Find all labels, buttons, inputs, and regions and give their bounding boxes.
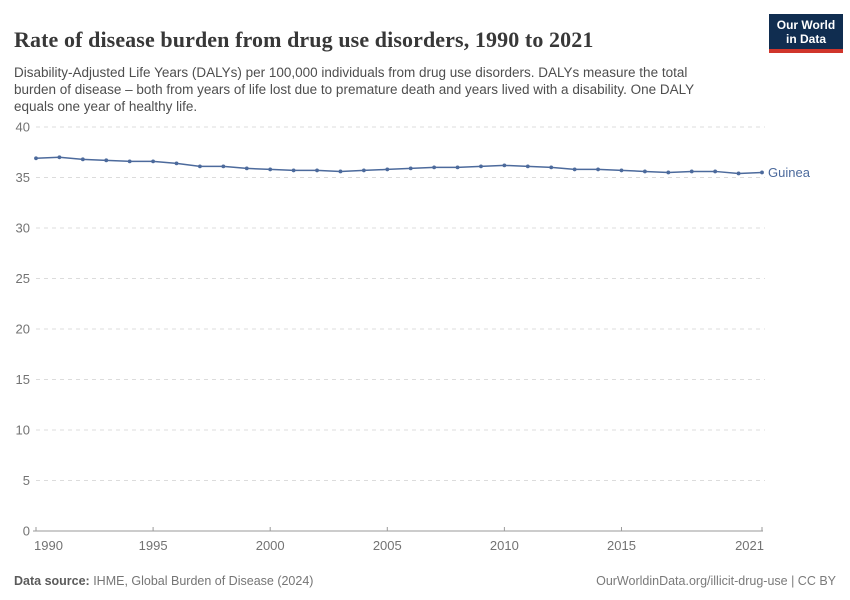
y-tick-label: 40 <box>16 120 30 135</box>
data-point <box>572 167 577 172</box>
data-point <box>244 166 249 171</box>
series-line <box>35 156 763 175</box>
data-point <box>198 164 202 169</box>
chart-footer: Data source: IHME, Global Burden of Dise… <box>14 574 836 588</box>
x-tick-label: 1995 <box>139 538 168 553</box>
data-point <box>619 168 624 173</box>
data-point <box>502 163 507 168</box>
data-point <box>315 168 319 173</box>
x-tick-label: 2000 <box>256 538 285 553</box>
data-point <box>713 169 718 174</box>
data-point <box>338 169 343 174</box>
owid-logo-line1: Our World <box>776 17 836 32</box>
x-tick-label: 2010 <box>490 538 519 553</box>
data-point <box>221 164 226 169</box>
x-tick-label: 2015 <box>607 538 636 553</box>
data-point <box>596 167 600 172</box>
y-tick-label: 15 <box>16 372 30 387</box>
data-point <box>455 165 460 170</box>
footer-link[interactable]: OurWorldinData.org/illicit-drug-use | CC… <box>596 574 836 588</box>
data-point <box>174 161 179 166</box>
data-point <box>666 170 671 175</box>
owid-logo[interactable]: Our World in Data <box>769 14 843 53</box>
x-tick-label: 1990 <box>34 538 63 553</box>
data-point <box>408 166 413 171</box>
data-point <box>268 167 273 172</box>
x-tick-label: 2005 <box>373 538 402 553</box>
y-tick-label: 35 <box>16 170 30 185</box>
x-tick-label: 2021 <box>735 538 764 553</box>
series-label-guinea[interactable]: Guinea <box>768 165 811 180</box>
data-point <box>385 167 390 172</box>
data-point <box>432 165 437 170</box>
data-point <box>80 157 85 162</box>
data-source-value: IHME, Global Burden of Disease (2024) <box>89 574 314 588</box>
data-point <box>549 165 554 170</box>
data-source-label: Data source: <box>14 574 90 588</box>
data-point <box>736 171 741 176</box>
y-tick-label: 20 <box>16 322 30 337</box>
y-tick-label: 10 <box>16 423 30 438</box>
data-point <box>760 170 764 175</box>
owid-logo-line2: in Data <box>785 31 826 46</box>
y-tick-label: 30 <box>16 221 30 236</box>
data-point <box>104 158 109 163</box>
data-point <box>34 156 38 161</box>
data-point <box>361 168 366 173</box>
y-tick-label: 25 <box>16 271 30 286</box>
y-tick-label: 5 <box>23 473 30 488</box>
data-point <box>689 169 694 174</box>
data-point <box>57 155 62 160</box>
data-point <box>525 164 530 169</box>
chart-subtitle: Disability-Adjusted Life Years (DALYs) p… <box>14 64 694 114</box>
data-source: Data source: IHME, Global Burden of Dise… <box>14 574 313 588</box>
data-point <box>479 164 483 169</box>
y-tick-label: 0 <box>23 524 30 539</box>
page-title: Rate of disease burden from drug use dis… <box>14 26 594 52</box>
data-point <box>151 159 155 164</box>
data-point <box>643 169 647 174</box>
data-point <box>127 159 132 164</box>
data-point <box>291 168 296 173</box>
